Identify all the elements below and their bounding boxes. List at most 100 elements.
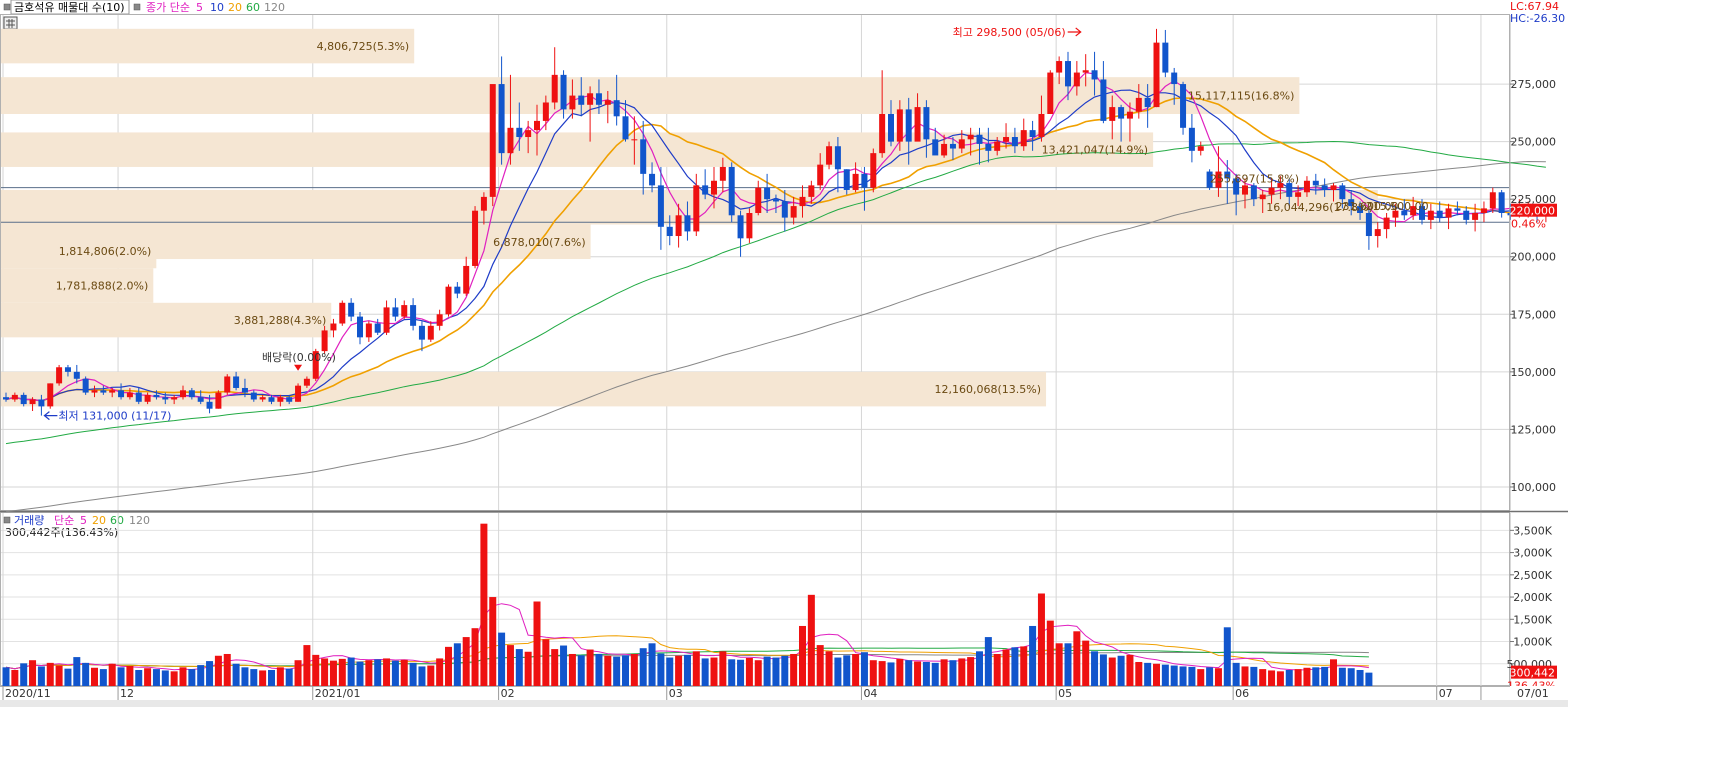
candle-body-142	[1259, 194, 1266, 200]
candle-body-147	[1303, 180, 1310, 193]
price-tick-label-4: 200,000	[1511, 251, 1557, 264]
volume-bar-107	[949, 660, 957, 686]
profile-band-6	[1, 28, 415, 64]
price-tick-label-1: 125,000	[1511, 423, 1557, 436]
x-tick-label-4: 03	[669, 687, 683, 700]
candle-167	[1480, 201, 1487, 223]
volume-ma-period-20: 20	[92, 514, 106, 527]
candle-body-135	[1197, 146, 1204, 151]
candle-body-73	[649, 173, 656, 186]
candle-body-95	[843, 169, 850, 190]
volume-bar-99	[878, 661, 886, 686]
volume-bar-90	[799, 625, 806, 686]
volume-bar-78	[692, 651, 700, 686]
volume-bar-147	[1303, 667, 1311, 686]
volume-bar-24	[214, 655, 222, 686]
candle-25	[224, 374, 231, 395]
candle-body-148	[1312, 180, 1319, 186]
candle-115	[1020, 118, 1027, 151]
candle-body-68	[604, 100, 611, 105]
candle-body-116	[1029, 130, 1036, 138]
candle-50	[445, 284, 452, 317]
candle-body-63	[560, 74, 567, 110]
price-tick-label-5: 225,000	[1511, 193, 1557, 206]
volume-bar-14	[126, 665, 134, 686]
volume-bar-6	[55, 665, 63, 686]
candle-body-154	[1365, 213, 1372, 237]
profile-label-1: 1,781,888(2.0%)	[56, 280, 149, 293]
candle-106	[941, 134, 948, 158]
scroll-strip[interactable]	[0, 700, 1568, 707]
candle-body-126	[1118, 107, 1125, 119]
volume-bar-130	[1153, 663, 1160, 686]
candle-body-2	[20, 394, 27, 405]
candle-body-140	[1242, 185, 1248, 195]
table-toggle-icon[interactable]	[3, 16, 18, 30]
volume-bar-118	[1046, 620, 1054, 686]
candle-138	[1224, 160, 1231, 204]
volume-bar-7	[64, 668, 72, 686]
candle-99	[879, 70, 886, 158]
candle-body-14	[126, 392, 133, 398]
candle-126	[1118, 104, 1125, 142]
lc-label: LC:67.94	[1510, 0, 1559, 13]
candle-body-57	[507, 127, 514, 154]
candle-body-54	[480, 196, 487, 211]
stock-chart: 금호석유 매물대 수(10) 종가 단순 5 10 20 60 120 LC:6…	[0, 0, 1568, 707]
candle-body-124	[1100, 79, 1107, 121]
candle-body-19	[171, 397, 178, 400]
candle-body-18	[162, 397, 169, 400]
candle-101	[896, 100, 903, 151]
candle-27	[241, 378, 248, 398]
candle-body-84	[746, 213, 753, 239]
volume-bar-93	[825, 651, 833, 686]
candle-128	[1135, 84, 1142, 119]
candle-32	[286, 394, 293, 405]
candle-117	[1038, 95, 1045, 142]
candle-156	[1383, 213, 1390, 239]
candle-63	[560, 70, 567, 119]
volume-bar-94	[834, 657, 842, 686]
candle-body-128	[1135, 97, 1142, 112]
candle-body-3	[29, 399, 36, 405]
volume-bar-151	[1338, 667, 1346, 686]
candle-body-74	[657, 185, 664, 227]
volume-tick-label-5: 3,000K	[1513, 547, 1552, 560]
volume-bar-102	[905, 660, 913, 686]
candle-body-43	[383, 307, 390, 333]
price-tick-label-7: 275,000	[1511, 78, 1557, 91]
volume-bar-150	[1330, 659, 1337, 686]
high-annotation: 최고 298,500 (05/06)	[953, 26, 1066, 39]
candle-151	[1339, 183, 1346, 209]
candle-body-106	[941, 143, 948, 156]
candle-58	[516, 102, 523, 151]
candle-87	[772, 194, 779, 213]
candle-102	[905, 97, 912, 165]
candle-74	[657, 166, 664, 250]
candle-body-83	[737, 215, 744, 239]
candle-body-58	[516, 127, 523, 138]
candle-body-77	[684, 215, 691, 232]
volume-bar-45	[400, 659, 408, 686]
volume-bar-126	[1117, 655, 1125, 686]
volume-bar-50	[445, 646, 452, 686]
volume-bar-98	[869, 660, 877, 686]
candle-12	[109, 387, 116, 398]
volume-title: 거래량	[14, 514, 44, 527]
candle-2	[20, 392, 27, 407]
legend-square-volume	[3, 516, 11, 524]
candle-body-159	[1410, 206, 1417, 216]
profile-band-9	[1, 77, 1300, 114]
legend-square-price	[3, 3, 11, 11]
volume-bar-12	[108, 663, 116, 686]
volume-bar-76	[675, 655, 683, 686]
candle-body-23	[206, 401, 213, 409]
candle-23	[206, 394, 213, 414]
candle-116	[1029, 120, 1036, 151]
candle-49	[436, 309, 443, 331]
candle-105	[932, 127, 939, 156]
candle-body-166	[1472, 213, 1479, 220]
volume-bar-59	[524, 651, 532, 686]
volume-bar-109	[967, 657, 975, 686]
candle-42	[374, 318, 381, 336]
